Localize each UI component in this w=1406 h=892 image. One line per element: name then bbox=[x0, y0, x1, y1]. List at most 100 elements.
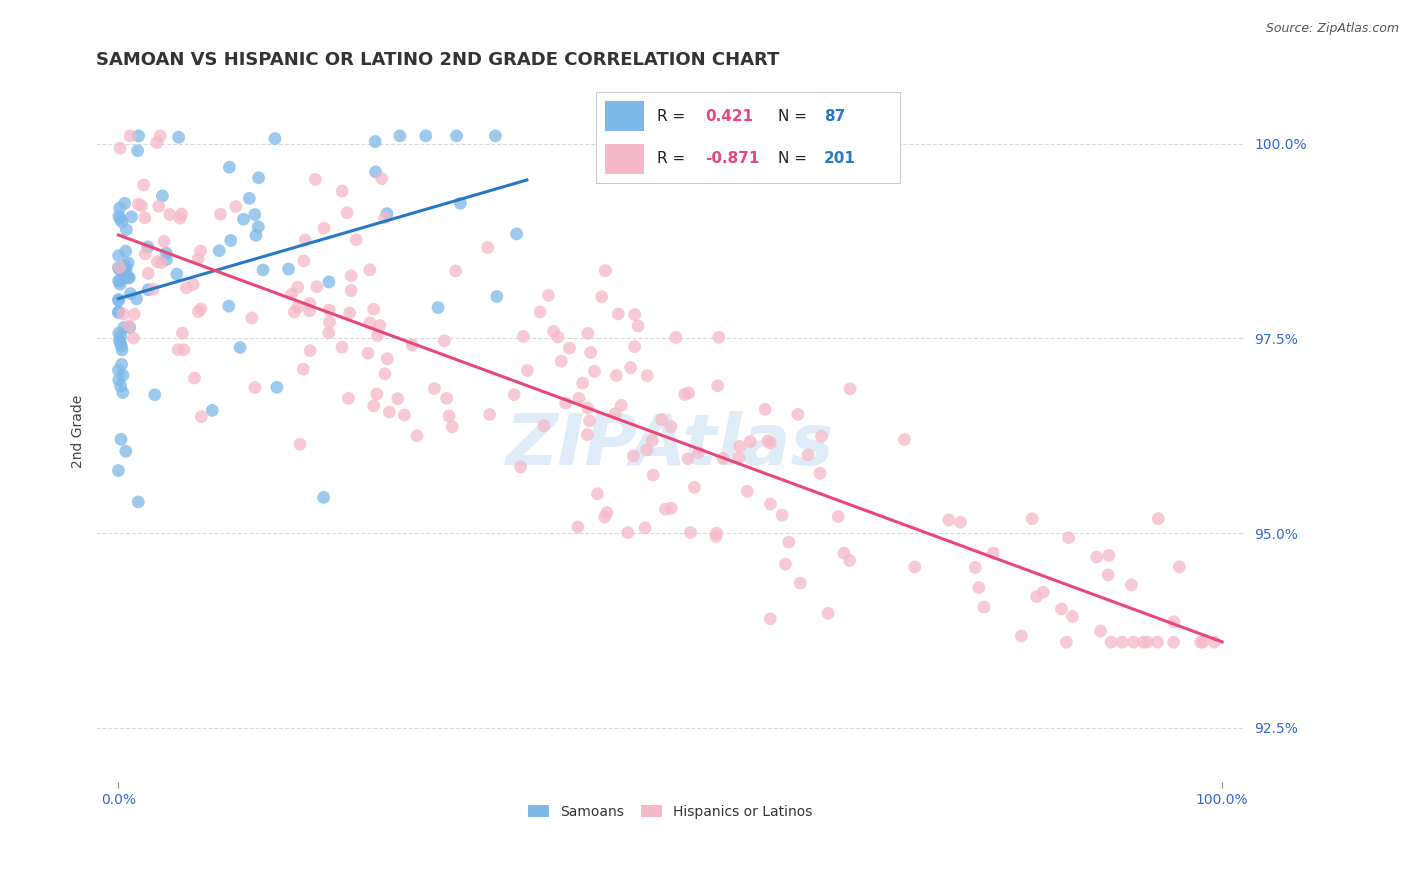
Point bbox=[676, 451, 699, 466]
Point bbox=[449, 196, 471, 211]
Point bbox=[973, 600, 995, 615]
Point bbox=[388, 128, 411, 143]
Point bbox=[366, 387, 388, 401]
Point bbox=[550, 354, 572, 368]
Point bbox=[374, 211, 396, 225]
Point bbox=[436, 392, 458, 406]
Point bbox=[201, 403, 224, 417]
Point bbox=[107, 249, 129, 263]
Point bbox=[533, 418, 555, 433]
Point bbox=[155, 246, 177, 260]
Point bbox=[283, 305, 305, 319]
Point bbox=[107, 373, 129, 387]
Point bbox=[218, 299, 240, 313]
Point bbox=[115, 262, 138, 277]
Point bbox=[1163, 635, 1185, 649]
Point bbox=[832, 546, 855, 560]
Point bbox=[433, 334, 456, 348]
Point bbox=[838, 553, 860, 567]
Point bbox=[209, 207, 232, 221]
Point bbox=[778, 535, 800, 549]
Point bbox=[617, 525, 640, 540]
Point bbox=[132, 178, 155, 192]
Point bbox=[759, 497, 782, 511]
Point bbox=[636, 368, 658, 383]
Point bbox=[688, 445, 710, 459]
Point bbox=[423, 382, 446, 396]
Point bbox=[368, 318, 391, 333]
Point bbox=[108, 333, 131, 347]
Point bbox=[586, 487, 609, 501]
Point bbox=[437, 409, 460, 423]
Point bbox=[576, 427, 599, 442]
Point bbox=[172, 326, 194, 340]
Point bbox=[704, 529, 727, 543]
Point bbox=[683, 480, 706, 494]
Point bbox=[605, 368, 627, 383]
Point bbox=[754, 402, 776, 417]
Point bbox=[330, 340, 353, 354]
Point bbox=[305, 280, 328, 294]
Text: SAMOAN VS HISPANIC OR LATINO 2ND GRADE CORRELATION CHART: SAMOAN VS HISPANIC OR LATINO 2ND GRADE C… bbox=[97, 51, 780, 69]
Point bbox=[111, 385, 134, 400]
Point bbox=[115, 259, 138, 273]
Point bbox=[183, 371, 205, 385]
Text: Source: ZipAtlas.com: Source: ZipAtlas.com bbox=[1265, 22, 1399, 36]
Point bbox=[627, 318, 650, 333]
Point bbox=[190, 409, 212, 424]
Point bbox=[547, 330, 569, 344]
Point bbox=[740, 434, 762, 449]
Point bbox=[190, 244, 212, 258]
Point bbox=[1021, 512, 1043, 526]
Point bbox=[641, 434, 664, 448]
Point bbox=[136, 283, 159, 297]
Point bbox=[339, 306, 361, 320]
Point bbox=[567, 520, 589, 534]
Point bbox=[1062, 609, 1084, 624]
Point bbox=[893, 433, 915, 447]
Text: ZIPAtlas: ZIPAtlas bbox=[506, 411, 835, 481]
Point bbox=[142, 282, 165, 296]
Point bbox=[118, 320, 141, 334]
Point bbox=[173, 343, 195, 357]
Point bbox=[176, 281, 198, 295]
Point bbox=[170, 207, 193, 221]
Point bbox=[292, 362, 315, 376]
Point bbox=[298, 296, 321, 310]
Point bbox=[111, 343, 134, 357]
Point bbox=[243, 208, 266, 222]
Point bbox=[1010, 629, 1032, 643]
Point bbox=[108, 141, 131, 155]
Legend: Samoans, Hispanics or Latinos: Samoans, Hispanics or Latinos bbox=[523, 799, 818, 824]
Point bbox=[1032, 585, 1054, 599]
Point bbox=[181, 277, 204, 292]
Point bbox=[679, 525, 702, 540]
Point bbox=[107, 326, 129, 340]
Point bbox=[112, 307, 135, 321]
Point bbox=[371, 171, 394, 186]
Point bbox=[1204, 635, 1226, 649]
Point bbox=[288, 437, 311, 451]
Point bbox=[145, 136, 167, 150]
Point bbox=[427, 301, 450, 315]
Point bbox=[1163, 615, 1185, 629]
Point bbox=[110, 433, 132, 447]
Point bbox=[827, 509, 849, 524]
Point bbox=[359, 316, 381, 330]
Point bbox=[127, 144, 149, 158]
Point bbox=[149, 128, 172, 143]
Point bbox=[737, 484, 759, 499]
Point bbox=[659, 501, 682, 516]
Point bbox=[167, 130, 190, 145]
Point bbox=[446, 128, 468, 143]
Point bbox=[1132, 635, 1154, 649]
Point bbox=[593, 510, 616, 524]
Point bbox=[219, 234, 242, 248]
Point bbox=[363, 302, 385, 317]
Point bbox=[359, 263, 381, 277]
Point bbox=[595, 263, 617, 277]
Point bbox=[110, 335, 132, 350]
Point bbox=[605, 407, 627, 421]
Point bbox=[127, 495, 149, 509]
Point bbox=[318, 303, 340, 318]
